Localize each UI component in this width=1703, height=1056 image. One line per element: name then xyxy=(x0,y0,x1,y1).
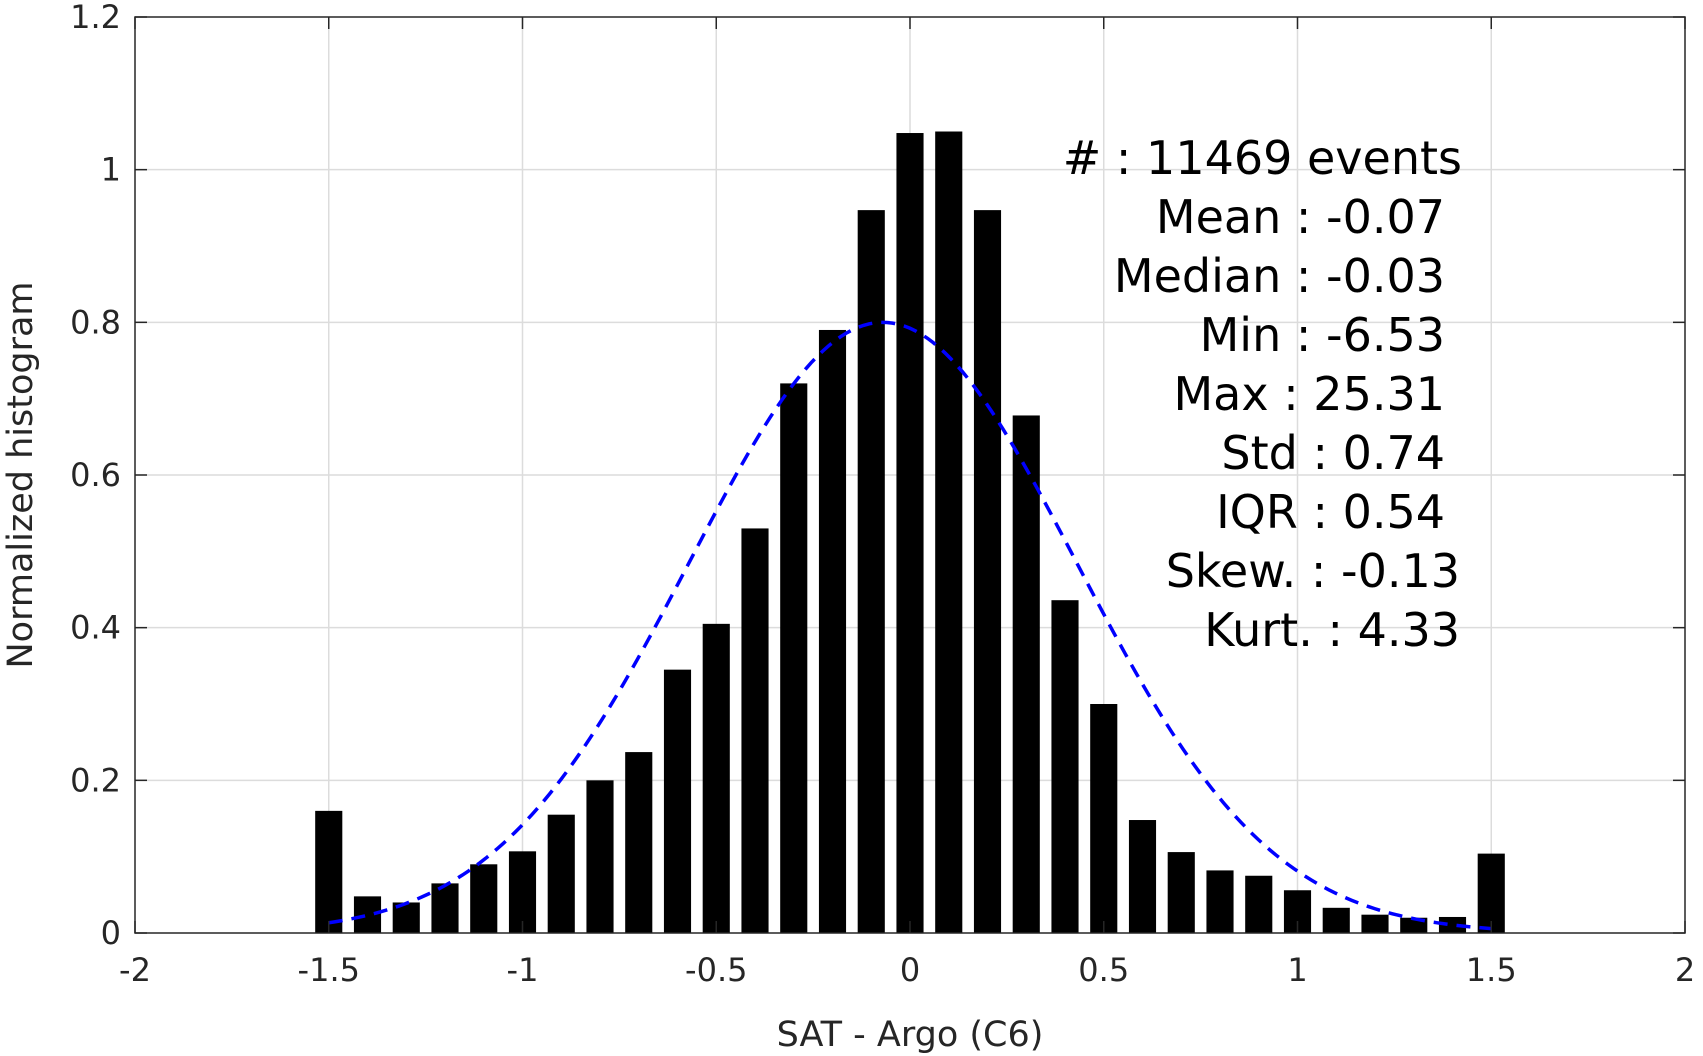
histogram-bar xyxy=(780,383,808,933)
histogram-bars xyxy=(315,131,1505,934)
stat-line: Max : 25.31 xyxy=(1173,367,1445,421)
x-tick-label: 0.5 xyxy=(1078,951,1129,989)
x-tick-label: -2 xyxy=(119,951,151,989)
x-tick-label: 1 xyxy=(1287,951,1307,989)
histogram-bar xyxy=(1322,907,1350,933)
gaussian-fit-curve xyxy=(328,320,1492,931)
histogram-bar xyxy=(315,810,343,933)
histogram-bar xyxy=(1438,916,1467,933)
x-axis-label: SAT - Argo (C6) xyxy=(777,1015,1044,1055)
histogram-bar xyxy=(1167,852,1195,933)
histogram-bar xyxy=(1051,600,1079,933)
x-tick-label: 1.5 xyxy=(1466,951,1517,989)
histogram-bar xyxy=(625,752,653,933)
y-axis-ticks: 0 0.2 0.4 0.6 0.8 1 1.2 xyxy=(70,0,1685,952)
stat-line: IQR : 0.54 xyxy=(1216,485,1445,539)
histogram-bar xyxy=(508,851,537,933)
y-tick-label: 0.4 xyxy=(70,609,121,647)
stat-line: Min : -6.53 xyxy=(1200,308,1445,362)
stat-line: Kurt. : 4.33 xyxy=(1204,603,1460,657)
y-tick-label: 0 xyxy=(101,914,121,952)
histogram-bar xyxy=(741,528,769,933)
histogram-bar xyxy=(973,210,1002,933)
x-tick-label: 2 xyxy=(1675,951,1695,989)
x-tick-label: 0 xyxy=(900,951,920,989)
histogram-bar xyxy=(702,623,730,933)
histogram-bar xyxy=(857,210,885,933)
histogram-bar xyxy=(1012,415,1040,934)
y-tick-label: 0.6 xyxy=(70,456,121,494)
histogram-bar xyxy=(547,814,575,933)
stat-line: Mean : -0.07 xyxy=(1156,190,1445,244)
stat-line: Median : -0.03 xyxy=(1114,249,1445,303)
histogram-bar xyxy=(1477,853,1505,933)
fit-line xyxy=(328,320,1492,931)
x-tick-label: -0.5 xyxy=(685,951,747,989)
histogram-bar xyxy=(586,780,614,933)
y-tick-label: 1 xyxy=(101,151,121,189)
histogram-bar xyxy=(470,864,498,933)
stat-line: Std : 0.74 xyxy=(1221,426,1445,480)
x-tick-label: -1.5 xyxy=(298,951,360,989)
x-axis-ticks: -2 -1.5 -1 -0.5 0 0.5 1 1.5 2 xyxy=(119,17,1695,989)
histogram-bar xyxy=(1206,870,1234,933)
y-tick-label: 1.2 xyxy=(70,0,121,36)
histogram-bar xyxy=(818,329,847,933)
histogram-bar xyxy=(1090,704,1118,933)
histogram-bar xyxy=(935,131,963,933)
histogram-bar xyxy=(1245,875,1273,933)
y-axis-label: Normalized histogram xyxy=(1,281,41,668)
histogram-bar xyxy=(1128,820,1157,933)
histogram-bar xyxy=(663,669,692,933)
stat-line: # : 11469 events xyxy=(1063,131,1462,185)
histogram-bar xyxy=(353,896,382,933)
histogram-bar xyxy=(431,883,459,933)
histogram-bar xyxy=(896,133,924,933)
y-tick-label: 0.8 xyxy=(70,303,121,341)
histogram-bar xyxy=(1361,914,1389,933)
y-tick-label: 0.2 xyxy=(70,761,121,799)
stat-line: Skew. : -0.13 xyxy=(1166,544,1460,598)
x-tick-label: -1 xyxy=(507,951,539,989)
